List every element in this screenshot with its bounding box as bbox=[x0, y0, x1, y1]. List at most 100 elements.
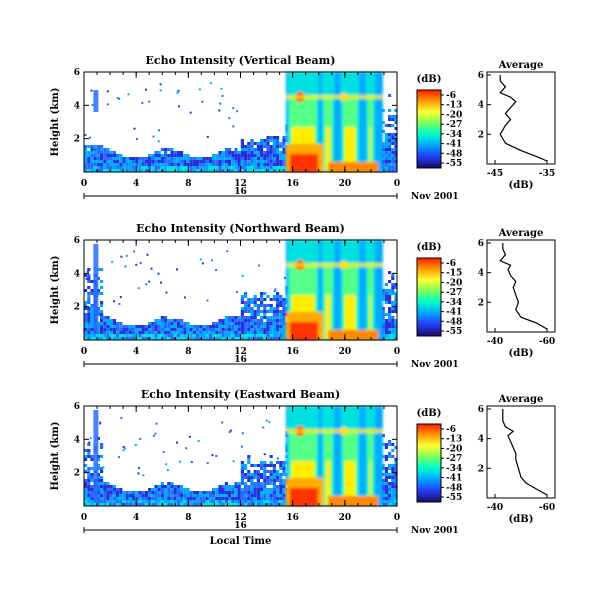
x-tick-label: 0 bbox=[394, 347, 400, 357]
x-tick-label: 16 bbox=[286, 347, 299, 357]
colorbar-tick-label: -55 bbox=[446, 159, 462, 169]
date-tick-label: 16 bbox=[234, 521, 247, 531]
y-axis-label: Height (km) bbox=[50, 422, 61, 491]
x-tick-label: 12 bbox=[234, 179, 247, 189]
y-tick-label: 6 bbox=[74, 402, 80, 412]
profile-line bbox=[502, 409, 548, 496]
colorbar-tick-label: -41 bbox=[446, 140, 462, 150]
profile-line bbox=[499, 243, 548, 330]
profile-frame bbox=[486, 405, 556, 499]
x-tick-label: 8 bbox=[185, 179, 191, 189]
profile-x-tick-label: -40 bbox=[487, 503, 503, 513]
y-tick-label: 2 bbox=[74, 135, 80, 145]
profile-y-tick-label: 4 bbox=[478, 269, 484, 279]
y-tick-label: 4 bbox=[74, 435, 80, 445]
panel-title: Echo Intensity (Eastward Beam) bbox=[141, 388, 340, 401]
y-tick-label: 4 bbox=[74, 101, 80, 111]
colorbar-tick-label: -41 bbox=[446, 474, 462, 484]
x-tick-label: 0 bbox=[394, 179, 400, 189]
profile-x-label: (dB) bbox=[509, 514, 534, 525]
profile-x-tick-label: -60 bbox=[539, 503, 555, 513]
x-axis-label: Local Time bbox=[210, 536, 272, 547]
colorbar bbox=[416, 89, 442, 169]
profile-y-tick-label: 2 bbox=[478, 298, 484, 308]
x-tick-label: 4 bbox=[133, 513, 139, 523]
colorbar-tick-label: -34 bbox=[446, 130, 462, 140]
colorbar-tick-label: -34 bbox=[446, 464, 462, 474]
colorbar-tick-label: -55 bbox=[446, 327, 462, 337]
colorbar-tick-label: -6 bbox=[446, 425, 456, 435]
profile-title: Average bbox=[498, 228, 544, 239]
profile-y-tick-label: 4 bbox=[478, 101, 484, 111]
colorbar-tick-label: -13 bbox=[446, 435, 462, 445]
profile-y-tick-label: 6 bbox=[478, 71, 484, 81]
x-tick-label: 12 bbox=[234, 513, 247, 523]
panel-title: Echo Intensity (Vertical Beam) bbox=[145, 54, 335, 67]
profile-x-tick-label: -45 bbox=[487, 169, 503, 179]
profile-y-tick-label: 2 bbox=[478, 130, 484, 140]
profile-x-label: (dB) bbox=[509, 180, 534, 191]
echo-event bbox=[285, 72, 383, 172]
panel-1: Echo Intensity (Vertical Beam) 2 4 6 Height … bbox=[50, 54, 556, 202]
x-tick-label: 8 bbox=[185, 347, 191, 357]
profile-x-tick-label: -35 bbox=[539, 169, 555, 179]
colorbar-tick-label: -13 bbox=[446, 101, 462, 111]
colorbar-tick-label: -27 bbox=[446, 120, 462, 130]
colorbar-tick-label: -6 bbox=[446, 91, 456, 101]
y-axis-label: Height (km) bbox=[50, 256, 61, 325]
colorbar-tick-label: -55 bbox=[446, 493, 462, 503]
colorbar-tick-label: -48 bbox=[446, 483, 462, 493]
date-label: Nov 2001 bbox=[411, 526, 459, 536]
colorbar-tick-label: -34 bbox=[446, 298, 462, 308]
y-tick-label: 4 bbox=[74, 269, 80, 279]
colorbar-tick-label: -48 bbox=[446, 149, 462, 159]
colorbar-unit: (dB) bbox=[417, 74, 442, 85]
x-tick-label: 0 bbox=[81, 513, 87, 523]
x-tick-label: 16 bbox=[286, 179, 299, 189]
date-tick-label: 16 bbox=[234, 187, 247, 197]
x-tick-label: 12 bbox=[234, 347, 247, 357]
colorbar-tick-label: -27 bbox=[446, 288, 462, 298]
x-tick-label: 16 bbox=[286, 513, 299, 523]
colorbar-tick-label: -27 bbox=[446, 454, 462, 464]
colorbar-tick-label: -41 bbox=[446, 308, 462, 318]
y-axis: 2 4 6 bbox=[74, 236, 397, 313]
y-tick-label: 2 bbox=[74, 469, 80, 479]
profile-frame bbox=[486, 71, 556, 165]
y-axis-label: Height (km) bbox=[50, 88, 61, 157]
profile-frame bbox=[486, 239, 556, 333]
x-tick-label: 4 bbox=[133, 347, 139, 357]
profile-y-tick-label: 4 bbox=[478, 435, 484, 445]
colorbar-tick-label: -20 bbox=[446, 278, 462, 288]
date-label: Nov 2001 bbox=[411, 360, 459, 370]
profile-title: Average bbox=[498, 60, 544, 71]
colorbar bbox=[416, 257, 442, 337]
x-tick-label: 0 bbox=[394, 513, 400, 523]
colorbar-unit: (dB) bbox=[417, 242, 442, 253]
x-axis: 0 4 8 12 16 20 0 bbox=[81, 72, 400, 189]
colorbar-tick-label: -15 bbox=[446, 269, 462, 279]
colorbar-unit: (dB) bbox=[417, 408, 442, 419]
x-tick-label: 8 bbox=[185, 513, 191, 523]
date-label: Nov 2001 bbox=[411, 192, 459, 202]
y-axis: 2 4 6 bbox=[74, 68, 397, 145]
x-tick-label: 0 bbox=[81, 179, 87, 189]
profile-x-label: (dB) bbox=[509, 348, 534, 359]
x-tick-label: 4 bbox=[133, 179, 139, 189]
profile-y-tick-label: 2 bbox=[478, 464, 484, 474]
date-tick-label: 16 bbox=[234, 355, 247, 365]
colorbar-tick-label: -6 bbox=[446, 259, 456, 269]
panel-title: Echo Intensity (Northward Beam) bbox=[136, 222, 345, 235]
colorbar-tick-label: -20 bbox=[446, 444, 462, 454]
profile-x-tick-label: -40 bbox=[487, 337, 503, 347]
x-tick-label: 20 bbox=[339, 179, 352, 189]
x-axis: 0 4 8 12 16 20 0 bbox=[81, 406, 400, 523]
profile-y-tick-label: 6 bbox=[478, 239, 484, 249]
y-tick-label: 2 bbox=[74, 303, 80, 313]
y-tick-label: 6 bbox=[74, 68, 80, 78]
x-tick-label: 20 bbox=[339, 347, 352, 357]
x-tick-label: 0 bbox=[81, 347, 87, 357]
x-axis: 0 4 8 12 16 20 0 bbox=[81, 240, 400, 357]
colorbar-tick-label: -48 bbox=[446, 317, 462, 327]
